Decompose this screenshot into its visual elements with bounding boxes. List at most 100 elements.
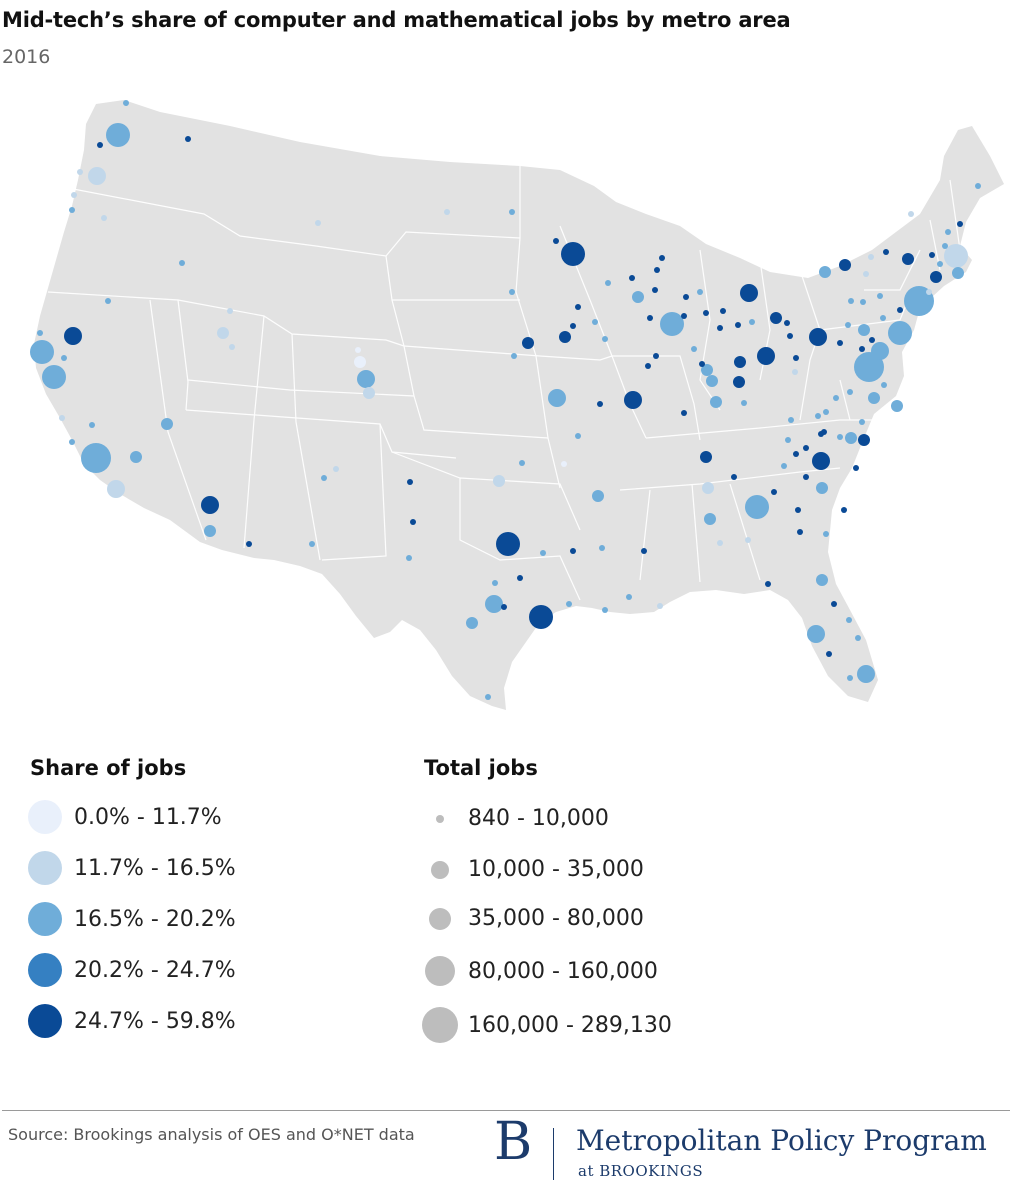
metro-dot — [466, 617, 478, 629]
metro-dot — [816, 482, 828, 494]
metro-dot — [509, 289, 515, 295]
legend-size-dot — [436, 814, 444, 823]
metro-dot — [784, 320, 790, 326]
legend-total-label: 80,000 - 160,000 — [468, 958, 658, 984]
metro-dot — [741, 400, 747, 406]
us-map — [30, 100, 1004, 710]
metro-dot — [509, 209, 515, 215]
metro-dot — [659, 255, 665, 261]
metro-dot — [626, 594, 632, 600]
metro-dot — [691, 346, 697, 352]
metro-dot — [566, 601, 572, 607]
metro-dot — [833, 395, 839, 401]
brand-name: Metropolitan Policy Program — [576, 1124, 987, 1157]
legend-total-item: 160,000 - 289,130 — [422, 1007, 672, 1043]
metro-dot — [858, 324, 870, 336]
metro-dot — [629, 275, 635, 281]
metro-dot — [410, 519, 416, 525]
metro-dot — [809, 328, 827, 346]
metro-dot — [945, 229, 951, 235]
legend-share-label: 0.0% - 11.7% — [74, 804, 222, 830]
footer-divider — [2, 1110, 1010, 1111]
legend-share-label: 11.7% - 16.5% — [74, 855, 236, 881]
metro-dot — [69, 207, 75, 213]
metro-dot — [105, 298, 111, 304]
metro-dot — [868, 392, 880, 404]
metro-dot — [246, 541, 252, 547]
legend-share-title: Share of jobs — [30, 756, 187, 780]
metro-dot — [788, 417, 794, 423]
land-layer — [34, 100, 1004, 710]
metro-dot — [771, 489, 777, 495]
metro-dot — [823, 409, 829, 415]
metro-dot — [229, 344, 235, 350]
state-borders — [47, 166, 961, 601]
legend-share-swatch — [28, 902, 62, 936]
metro-dot — [731, 474, 737, 480]
legend-share-label: 24.7% - 59.8% — [74, 1008, 236, 1034]
metro-dot — [853, 465, 859, 471]
legend-total-item: 840 - 10,000 — [422, 806, 609, 831]
metro-dot — [599, 545, 605, 551]
metro-dot — [745, 537, 751, 543]
metro-dot — [781, 463, 787, 469]
metro-dot — [795, 507, 801, 513]
metro-dot — [485, 694, 491, 700]
metro-dots — [30, 100, 981, 700]
metro-dot — [883, 249, 889, 255]
metro-dot — [942, 243, 948, 249]
metro-dot — [321, 475, 327, 481]
metro-dot — [858, 434, 870, 446]
metro-dot — [770, 312, 782, 324]
metro-dot — [624, 391, 642, 409]
metro-dot — [792, 369, 798, 375]
legend-share-swatch — [28, 800, 62, 834]
metro-dot — [647, 315, 653, 321]
metro-dot — [511, 353, 517, 359]
metro-dot — [519, 460, 525, 466]
legend-size-dot — [429, 907, 451, 930]
metro-dot — [793, 451, 799, 457]
metro-dot — [561, 242, 585, 266]
legend-total-label: 840 - 10,000 — [468, 806, 609, 831]
metro-dot — [501, 604, 507, 610]
metro-dot — [793, 355, 799, 361]
metro-dot — [859, 346, 865, 352]
metro-dot — [204, 525, 216, 537]
metro-dot — [815, 413, 821, 419]
legend-size-dot — [425, 956, 455, 986]
metro-dot — [745, 495, 769, 519]
metro-dot — [645, 363, 651, 369]
metro-dot — [717, 540, 723, 546]
metro-dot — [702, 482, 714, 494]
metro-dot — [548, 389, 566, 407]
metro-dot — [123, 100, 129, 106]
metro-dot — [930, 271, 942, 283]
metro-dot — [837, 434, 843, 440]
metro-dot — [570, 323, 576, 329]
metro-dot — [81, 443, 111, 473]
metro-dot — [807, 625, 825, 643]
metro-dot — [819, 266, 831, 278]
metro-dot — [845, 322, 851, 328]
legend-share-label: 16.5% - 20.2% — [74, 906, 236, 932]
metro-dot — [37, 330, 43, 336]
metro-dot — [787, 333, 793, 339]
metro-dot — [860, 299, 866, 305]
metro-dot — [592, 490, 604, 502]
metro-dot — [812, 452, 830, 470]
metro-dot — [818, 431, 824, 437]
legend-size-dot — [422, 1007, 458, 1043]
metro-dot — [77, 169, 83, 175]
metro-dot — [540, 550, 546, 556]
metro-dot — [657, 603, 663, 609]
metro-dot — [847, 675, 853, 681]
legend-total-label: 10,000 - 35,000 — [468, 857, 644, 882]
brand-subtitle: at BROOKINGS — [578, 1162, 704, 1180]
metro-dot — [871, 342, 889, 360]
metro-dot — [681, 313, 687, 319]
metro-dot — [654, 267, 660, 273]
metro-dot — [652, 287, 658, 293]
legend-share-swatch — [28, 851, 62, 885]
legend-total-title: Total jobs — [424, 756, 538, 780]
